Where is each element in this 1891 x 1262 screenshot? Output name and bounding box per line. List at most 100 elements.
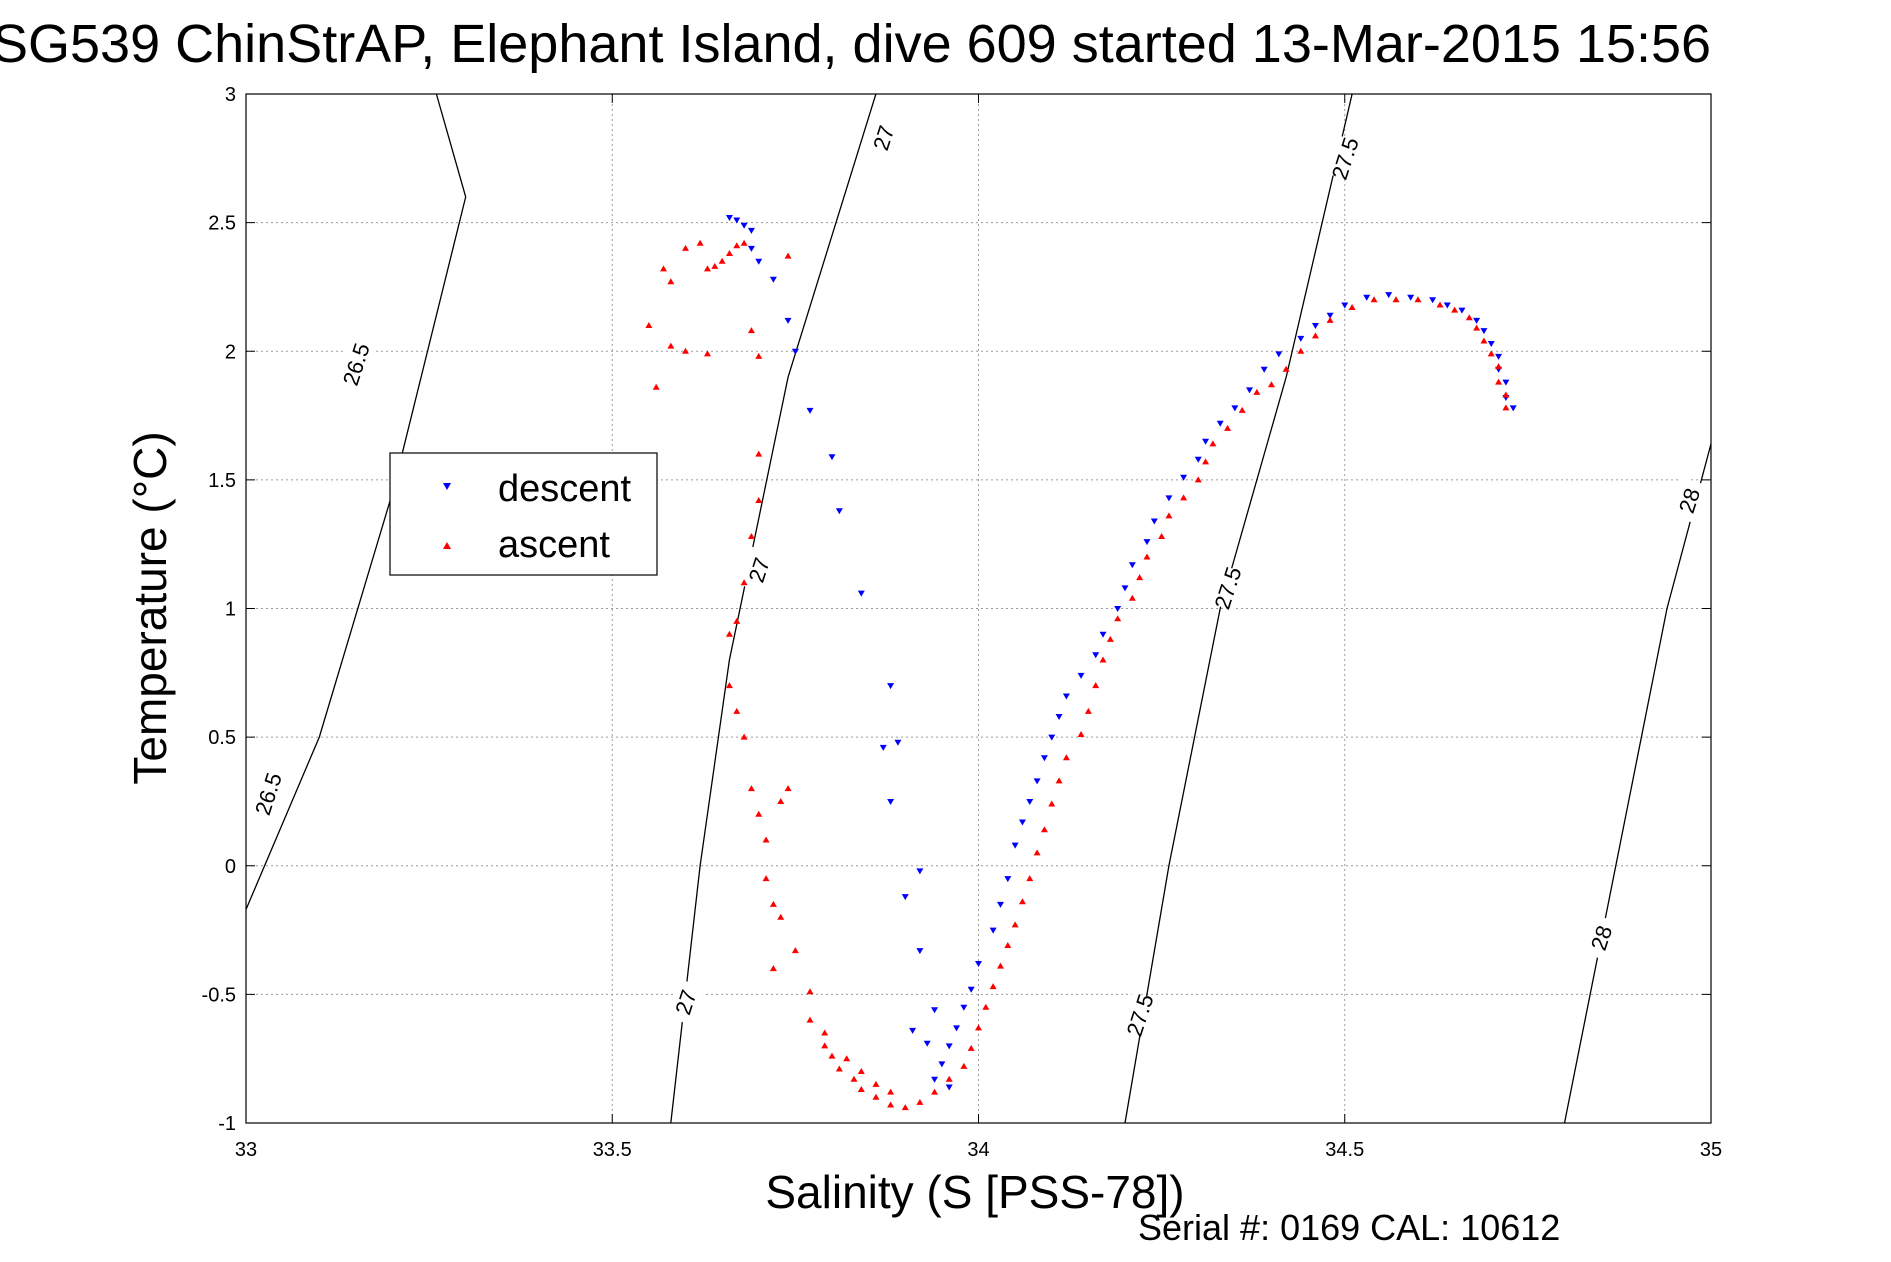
descent-point: [989, 927, 997, 934]
y-tick-label: 1: [225, 599, 236, 621]
ascent-point: [872, 1093, 880, 1100]
ascent-point: [1106, 635, 1114, 642]
serial-annotation: Serial #: 0169 CAL: 10612: [1138, 1207, 1560, 1248]
ascent-point: [967, 1044, 975, 1051]
ascent-point: [901, 1104, 909, 1111]
descent-point: [923, 1040, 931, 1047]
legend-entry-ascent: ascent: [498, 524, 610, 566]
descent-point: [1055, 714, 1063, 721]
ascent-point: [740, 579, 748, 586]
ascent-point: [784, 785, 792, 792]
ascent-point: [725, 630, 733, 637]
y-tick-label: 0.5: [208, 727, 236, 749]
descent-point: [945, 1084, 953, 1091]
ascent-point: [703, 350, 711, 357]
descent-point: [1011, 842, 1019, 849]
ascent-point: [1451, 306, 1459, 313]
descent-point: [916, 868, 924, 875]
ascent-point: [1392, 296, 1400, 303]
descent-point: [945, 1043, 953, 1050]
descent-point: [1114, 606, 1122, 612]
ascent-point: [740, 239, 748, 246]
x-axis-ticks: 33 33.5 34 34.5 35: [235, 94, 1722, 1161]
descent-point: [1077, 672, 1085, 679]
ascent-point: [857, 1086, 865, 1093]
ascent-point: [1414, 296, 1422, 303]
ascent-point: [850, 1075, 858, 1082]
ascent-point: [1011, 921, 1019, 928]
y-tick-label: -1: [218, 1113, 236, 1135]
ascent-point: [660, 265, 668, 272]
descent-point: [1128, 562, 1136, 569]
ascent-point: [1165, 512, 1173, 519]
descent-point: [1018, 819, 1026, 826]
descent-point: [1429, 297, 1437, 304]
descent-point: [1385, 292, 1393, 299]
ascent-point: [1092, 682, 1100, 689]
descent-point: [901, 894, 909, 901]
ascent-point: [667, 342, 675, 349]
ascent-point: [652, 383, 660, 390]
y-tick-label: 1.5: [208, 470, 236, 492]
contour-label-bg: [336, 340, 376, 388]
ascent-point: [769, 965, 777, 972]
ascent-point: [1062, 754, 1070, 761]
ascent-point: [682, 244, 689, 251]
ascent-point: [916, 1098, 924, 1105]
ascent-point: [1495, 378, 1503, 385]
descent-point: [931, 1007, 939, 1014]
y-tick-label: 2: [225, 341, 236, 363]
ascent-point: [1253, 388, 1261, 395]
ascent-point: [821, 1029, 829, 1036]
ascent-point: [1004, 941, 1012, 948]
legend-marker-descent: [443, 483, 451, 490]
contour-label-bg: [1208, 564, 1248, 612]
contour-label: 27.5: [1122, 991, 1159, 1039]
descent-point: [1004, 876, 1012, 883]
ascent-point: [718, 257, 726, 264]
ascent-point: [1282, 365, 1290, 372]
descent-point: [1062, 693, 1070, 700]
density-contour-27: [670, 93, 877, 1124]
contour-label-bg: [1669, 477, 1709, 524]
y-tick-label: 3: [225, 84, 236, 106]
descent-point: [894, 739, 902, 746]
ascent-point: [1495, 363, 1503, 370]
descent-point: [953, 1025, 961, 1032]
descent-point: [887, 683, 895, 690]
descent-point: [733, 217, 741, 224]
descent-point: [1407, 294, 1415, 301]
ascent-point: [1502, 404, 1510, 411]
ascent-point: [835, 1065, 843, 1072]
ascent-point: [733, 617, 741, 624]
ascent-point: [960, 1062, 968, 1069]
contour-label-bg: [666, 978, 705, 1026]
descent-point: [747, 227, 755, 234]
ascent-point: [711, 262, 719, 269]
contour-label-bg: [1120, 991, 1160, 1039]
ascent-point: [887, 1101, 895, 1108]
ascent-point: [747, 785, 755, 792]
descent-point: [1048, 734, 1056, 741]
ascent-point: [696, 239, 704, 246]
ascent-point: [733, 707, 741, 714]
ascent-point: [1224, 424, 1232, 431]
ascent-point: [828, 1052, 836, 1059]
ascent-point: [1465, 314, 1473, 321]
ascent-point: [872, 1080, 880, 1087]
ascent-point: [703, 265, 711, 272]
ascent-point: [769, 900, 777, 907]
ascent-point: [1033, 849, 1041, 856]
descent-point: [1231, 405, 1239, 412]
legend-marker-ascent: [443, 542, 451, 549]
ascent-point: [1048, 800, 1056, 807]
descent-point: [1099, 631, 1107, 638]
ascent-point: [931, 1088, 939, 1095]
ascent-point: [755, 450, 763, 457]
descent-point: [1150, 518, 1158, 525]
y-tick-label: 0: [225, 856, 236, 878]
descent-point: [1216, 420, 1224, 427]
ascent-point: [1480, 337, 1488, 344]
ascent-point: [1268, 381, 1275, 388]
descent-point: [879, 744, 887, 751]
